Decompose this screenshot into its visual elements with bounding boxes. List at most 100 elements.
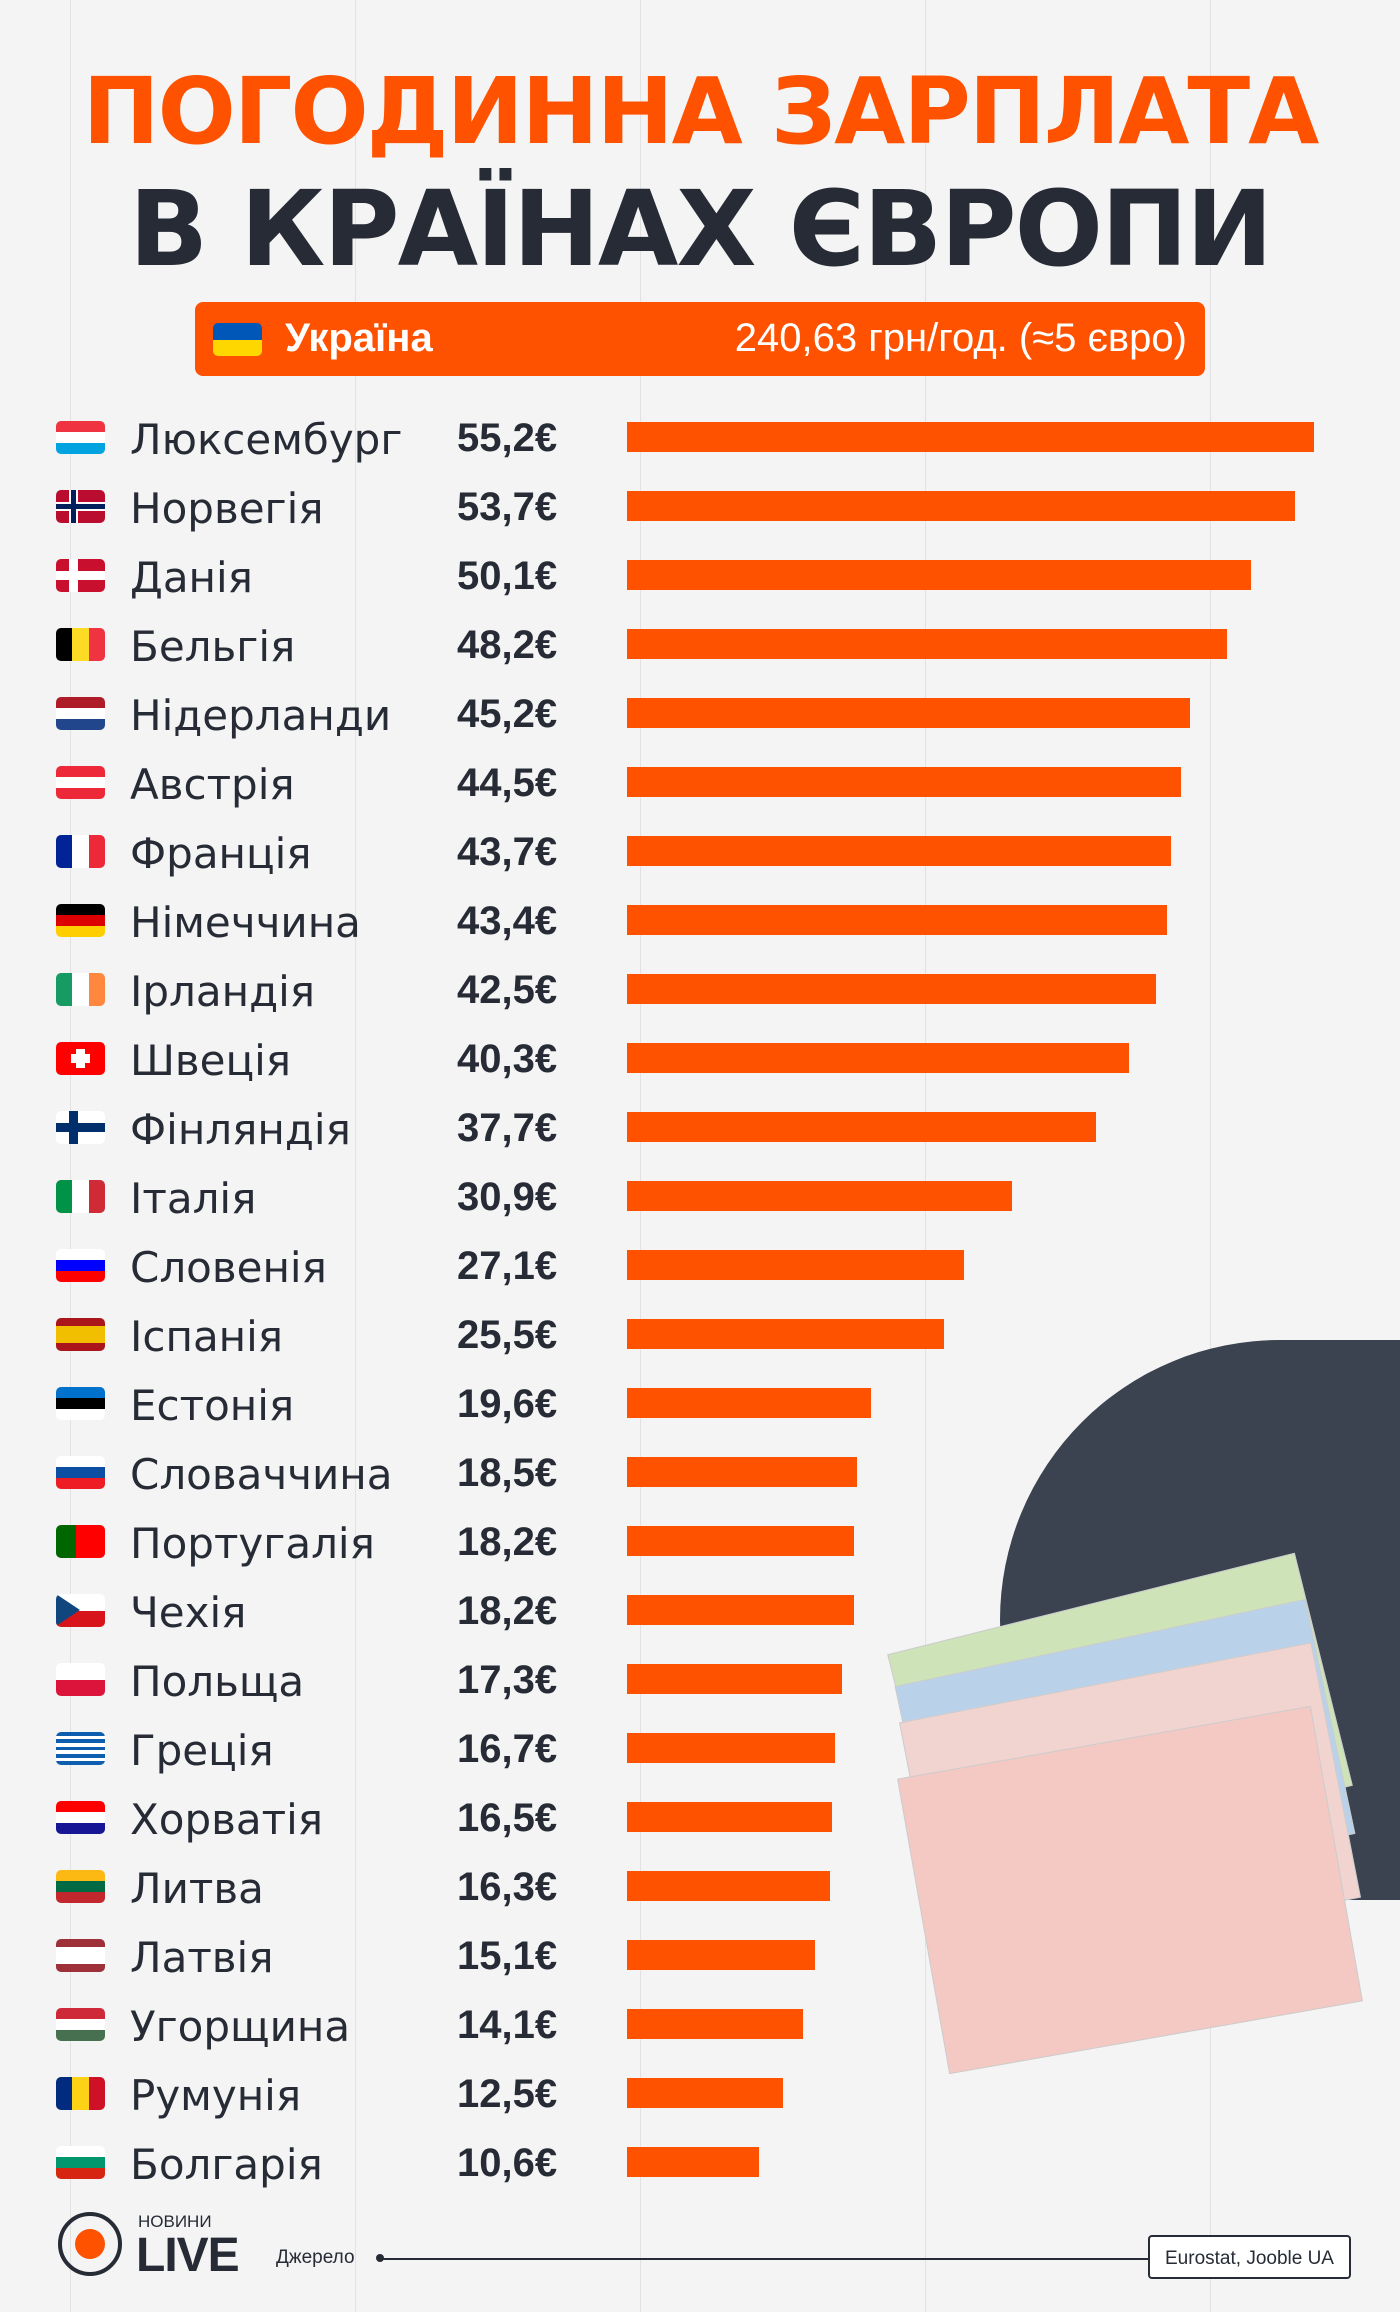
bar-row: Фінляндія 37,7€ xyxy=(0,1097,1400,1157)
banner-country: Україна xyxy=(285,316,433,360)
bar xyxy=(627,698,1190,728)
bar xyxy=(627,1733,835,1763)
country-label: Люксембург xyxy=(130,415,403,464)
country-flag-icon xyxy=(56,1732,105,1765)
country-flag-icon xyxy=(56,1042,105,1075)
country-flag-icon xyxy=(56,1180,105,1213)
country-label: Ірландія xyxy=(130,967,316,1016)
source-label: Джерело xyxy=(276,2247,355,2268)
bar-row: Словаччина 18,5€ xyxy=(0,1442,1400,1502)
country-label: Латвія xyxy=(130,1933,274,1982)
banner-value: 240,63 грн/год. (≈5 євро) xyxy=(734,316,1187,360)
bar xyxy=(627,2009,803,2039)
grid-line xyxy=(640,0,641,2312)
country-label: Данія xyxy=(130,553,253,602)
value-label: 18,2€ xyxy=(457,1589,558,1633)
bar-row: Нідерланди 45,2€ xyxy=(0,683,1400,743)
country-label: Чехія xyxy=(130,1588,247,1637)
country-flag-icon xyxy=(56,904,105,937)
bar xyxy=(627,1526,854,1556)
value-label: 19,6€ xyxy=(457,1382,558,1426)
ukraine-flag-icon xyxy=(213,323,262,356)
value-label: 16,5€ xyxy=(457,1796,558,1840)
bar xyxy=(627,629,1227,659)
bar-row: Литва 16,3€ xyxy=(0,1856,1400,1916)
value-label: 45,2€ xyxy=(457,692,558,736)
value-label: 27,1€ xyxy=(457,1244,558,1288)
bar-row: Чехія 18,2€ xyxy=(0,1580,1400,1640)
bar-row: Угорщина 14,1€ xyxy=(0,1994,1400,2054)
country-label: Румунія xyxy=(130,2071,302,2120)
country-flag-icon xyxy=(56,421,105,454)
country-flag-icon xyxy=(56,973,105,1006)
bar-row: Франція 43,7€ xyxy=(0,821,1400,881)
bar xyxy=(627,836,1171,866)
country-label: Болгарія xyxy=(130,2140,323,2189)
bar xyxy=(627,767,1181,797)
source-box: Eurostat, Jooble UA xyxy=(1148,2235,1351,2279)
value-label: 10,6€ xyxy=(457,2141,558,2185)
bar-row: Греція 16,7€ xyxy=(0,1718,1400,1778)
value-label: 17,3€ xyxy=(457,1658,558,1702)
country-label: Іспанія xyxy=(130,1312,284,1361)
bar xyxy=(627,1043,1129,1073)
bar xyxy=(627,1250,965,1280)
bar xyxy=(627,1940,815,1970)
logo-big-text: LIVE xyxy=(136,2229,240,2282)
country-flag-icon xyxy=(56,1525,105,1558)
value-label: 15,1€ xyxy=(457,1934,558,1978)
country-label: Словаччина xyxy=(130,1450,393,1499)
country-flag-icon xyxy=(56,628,105,661)
bar-row: Хорватія 16,5€ xyxy=(0,1787,1400,1847)
source-line xyxy=(380,2258,1148,2260)
country-label: Німеччина xyxy=(130,898,361,947)
bar xyxy=(627,1388,871,1418)
country-flag-icon xyxy=(56,1663,105,1696)
value-label: 43,4€ xyxy=(457,899,558,943)
value-label: 55,2€ xyxy=(457,416,558,460)
euro-banknotes-image xyxy=(887,1340,1400,2120)
country-label: Норвегія xyxy=(130,484,324,533)
title-line-2: В КРАЇНАХ ЄВРОПИ xyxy=(128,168,1273,290)
bar-row: Швеція 40,3€ xyxy=(0,1028,1400,1088)
bar-row: Естонія 19,6€ xyxy=(0,1373,1400,1433)
country-label: Португалія xyxy=(130,1519,375,1568)
country-flag-icon xyxy=(56,1318,105,1351)
bar-row: Бельгія 48,2€ xyxy=(0,614,1400,674)
bar-row: Румунія 12,5€ xyxy=(0,2063,1400,2123)
bar xyxy=(627,1112,1097,1142)
value-label: 48,2€ xyxy=(457,623,558,667)
country-label: Хорватія xyxy=(130,1795,324,1844)
country-flag-icon xyxy=(56,1939,105,1972)
country-label: Нідерланди xyxy=(130,691,392,740)
bar-row: Болгарія 10,6€ xyxy=(0,2132,1400,2192)
bar-row: Норвегія 53,7€ xyxy=(0,476,1400,536)
bar-row: Польща 17,3€ xyxy=(0,1649,1400,1709)
bar xyxy=(627,905,1168,935)
value-label: 18,5€ xyxy=(457,1451,558,1495)
country-flag-icon xyxy=(56,2008,105,2041)
bar xyxy=(627,1802,833,1832)
country-label: Швеція xyxy=(130,1036,292,1085)
value-label: 16,3€ xyxy=(457,1865,558,1909)
country-flag-icon xyxy=(56,490,105,523)
bar-row: Португалія 18,2€ xyxy=(0,1511,1400,1571)
bar xyxy=(627,560,1251,590)
value-label: 43,7€ xyxy=(457,830,558,874)
bar-row: Німеччина 43,4€ xyxy=(0,890,1400,950)
value-label: 53,7€ xyxy=(457,485,558,529)
bar xyxy=(627,1319,945,1349)
bar xyxy=(627,1664,843,1694)
bar xyxy=(627,974,1156,1004)
country-flag-icon xyxy=(56,1801,105,1834)
bar xyxy=(627,1181,1012,1211)
bar xyxy=(627,422,1314,452)
bar xyxy=(627,2147,759,2177)
value-label: 37,7€ xyxy=(457,1106,558,1150)
country-label: Фінляндія xyxy=(130,1105,351,1154)
country-flag-icon xyxy=(56,1387,105,1420)
logo-small-text: НОВИНИ xyxy=(138,2212,212,2231)
value-label: 44,5€ xyxy=(457,761,558,805)
country-flag-icon xyxy=(56,2146,105,2179)
bar-row: Ірландія 42,5€ xyxy=(0,959,1400,1019)
